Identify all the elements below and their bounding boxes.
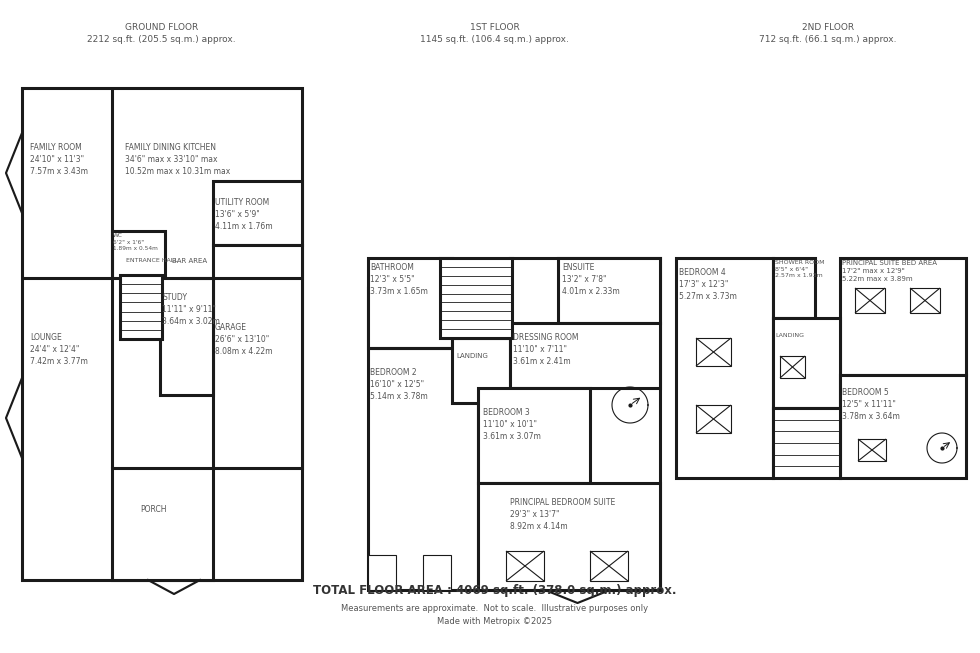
- Bar: [368, 288, 478, 590]
- Text: GARAGE
26'6" x 13'10"
8.08m x 4.22m: GARAGE 26'6" x 13'10" 8.08m x 4.22m: [215, 323, 272, 356]
- Bar: [910, 288, 940, 313]
- Text: LANDING: LANDING: [775, 333, 804, 338]
- Text: ENTRANCE HALL: ENTRANCE HALL: [126, 258, 177, 263]
- Text: PRINCIPAL SUITE BED AREA
17'2" max x 12'9"
5.22m max x 3.89m: PRINCIPAL SUITE BED AREA 17'2" max x 12'…: [842, 260, 937, 282]
- Bar: [858, 439, 886, 461]
- Text: DRESSING ROOM
11'10" x 7'11"
3.61m x 2.41m: DRESSING ROOM 11'10" x 7'11" 3.61m x 2.4…: [513, 333, 578, 366]
- Text: BEDROOM 5
12'5" x 11'11"
3.78m x 3.64m: BEDROOM 5 12'5" x 11'11" 3.78m x 3.64m: [842, 388, 900, 421]
- Text: 1ST FLOOR
1145 sq.ft. (106.4 sq.m.) approx.: 1ST FLOOR 1145 sq.ft. (106.4 sq.m.) appr…: [420, 23, 569, 44]
- Bar: [423, 555, 451, 590]
- Text: LANDING: LANDING: [456, 353, 488, 359]
- Text: BEDROOM 4
17'3" x 12'3"
5.27m x 3.73m: BEDROOM 4 17'3" x 12'3" 5.27m x 3.73m: [679, 268, 737, 300]
- Bar: [213, 181, 302, 245]
- Bar: [213, 245, 302, 468]
- Text: UTILITY ROOM
13'6" x 5'9"
4.11m x 1.76m: UTILITY ROOM 13'6" x 5'9" 4.11m x 1.76m: [215, 198, 272, 231]
- Text: WC
6'2" x 1'6"
1.89m x 0.54m: WC 6'2" x 1'6" 1.89m x 0.54m: [113, 233, 158, 251]
- Bar: [478, 388, 590, 483]
- Bar: [590, 551, 628, 581]
- Bar: [112, 231, 165, 278]
- Bar: [840, 258, 966, 375]
- Text: GROUND FLOOR
2212 sq.ft. (205.5 sq.m.) approx.: GROUND FLOOR 2212 sq.ft. (205.5 sq.m.) a…: [87, 23, 236, 44]
- Text: STUDY
11'11" x 9'11"
3.64m x 3.02m: STUDY 11'11" x 9'11" 3.64m x 3.02m: [162, 293, 220, 326]
- Text: BAR AREA: BAR AREA: [172, 258, 207, 264]
- Bar: [558, 258, 660, 323]
- Bar: [112, 468, 213, 580]
- Bar: [696, 405, 731, 433]
- Text: PRINCIPAL BEDROOM SUITE
29'3" x 13'7"
8.92m x 4.14m: PRINCIPAL BEDROOM SUITE 29'3" x 13'7" 8.…: [510, 498, 615, 531]
- Bar: [780, 356, 805, 378]
- Bar: [120, 275, 162, 339]
- Text: BATHROOM
12'3" x 5'5"
3.73m x 1.65m: BATHROOM 12'3" x 5'5" 3.73m x 1.65m: [370, 263, 428, 296]
- Bar: [696, 338, 731, 366]
- Bar: [478, 483, 660, 590]
- Text: FAMILY ROOM
24'10" x 11'3"
7.57m x 3.43m: FAMILY ROOM 24'10" x 11'3" 7.57m x 3.43m: [30, 143, 88, 176]
- Text: SHOWER ROOM
8'5" x 6'4"
2.57m x 1.93m: SHOWER ROOM 8'5" x 6'4" 2.57m x 1.93m: [775, 260, 824, 278]
- Bar: [452, 338, 512, 403]
- Bar: [510, 258, 660, 590]
- Bar: [773, 258, 815, 318]
- Bar: [368, 555, 396, 590]
- Bar: [506, 551, 544, 581]
- Text: Measurements are approximate.  Not to scale.  Illustrative purposes only
Made wi: Measurements are approximate. Not to sca…: [341, 605, 649, 626]
- Text: BEDROOM 3
11'10" x 10'1"
3.61m x 3.07m: BEDROOM 3 11'10" x 10'1" 3.61m x 3.07m: [483, 408, 541, 441]
- Bar: [855, 288, 885, 313]
- Bar: [440, 258, 512, 338]
- Bar: [773, 318, 840, 408]
- Bar: [368, 258, 452, 348]
- Bar: [840, 375, 966, 478]
- Bar: [676, 258, 773, 478]
- Text: BEDROOM 2
16'10" x 12'5"
5.14m x 3.78m: BEDROOM 2 16'10" x 12'5" 5.14m x 3.78m: [370, 368, 427, 400]
- Bar: [510, 323, 660, 388]
- Text: ENSUITE
13'2" x 7'8"
4.01m x 2.33m: ENSUITE 13'2" x 7'8" 4.01m x 2.33m: [562, 263, 619, 296]
- Text: TOTAL FLOOR AREA : 4069 sq.ft. (378.0 sq.m.) approx.: TOTAL FLOOR AREA : 4069 sq.ft. (378.0 sq…: [314, 584, 676, 597]
- Bar: [773, 408, 840, 478]
- Bar: [22, 88, 302, 580]
- Text: FAMILY DINING KITCHEN
34'6" max x 33'10" max
10.52m max x 10.31m max: FAMILY DINING KITCHEN 34'6" max x 33'10"…: [125, 143, 230, 176]
- Text: LOUNGE
24'4" x 12'4"
7.42m x 3.77m: LOUNGE 24'4" x 12'4" 7.42m x 3.77m: [30, 333, 88, 366]
- Bar: [160, 278, 213, 395]
- Text: 2ND FLOOR
712 sq.ft. (66.1 sq.m.) approx.: 2ND FLOOR 712 sq.ft. (66.1 sq.m.) approx…: [760, 23, 897, 44]
- Text: PORCH: PORCH: [140, 505, 167, 514]
